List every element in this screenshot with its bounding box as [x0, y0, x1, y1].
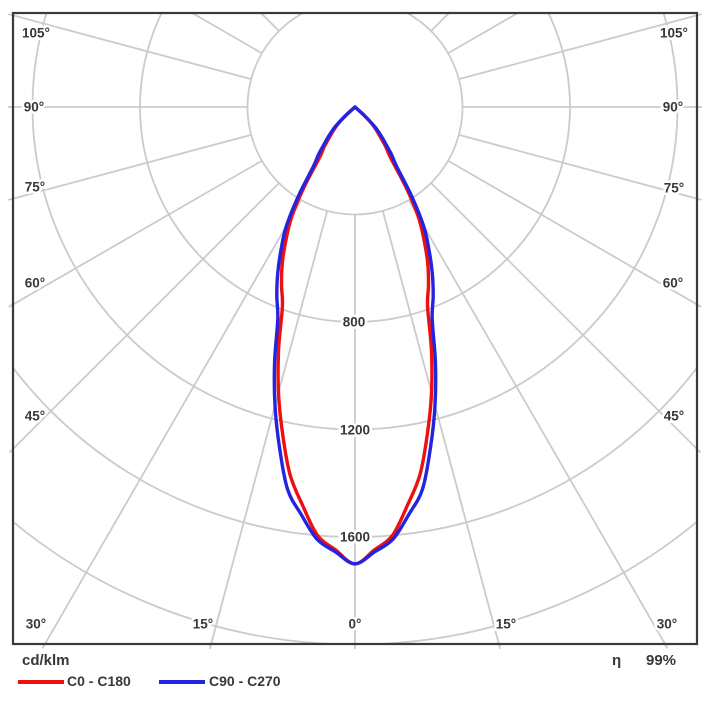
legend-label-c90-c270: C90 - C270 — [209, 673, 281, 689]
plot-border — [11, 11, 699, 646]
eta-symbol: η — [612, 652, 622, 669]
radial-line-60 — [447, 159, 697, 306]
angle-label: 30° — [26, 617, 46, 632]
angle-label: 75° — [25, 180, 45, 195]
angle-label: 60° — [663, 276, 683, 291]
radial-line-15 — [210, 210, 329, 644]
radial-line-105 — [13, 14, 252, 81]
polar-chart: 105° 90° 75° 60° 45° 105° 90° 75° 60° 45° 30° 15° 0°… — [7, 11, 703, 650]
legend-label-c0-c180: C0 - C180 — [67, 673, 131, 689]
curves — [272, 105, 438, 566]
radial-line-45 — [13, 182, 280, 450]
units-label: cd/klm — [22, 652, 70, 669]
angle-label: 45° — [664, 409, 684, 424]
legend-line-c90-c270 — [159, 680, 205, 684]
radial-value-label: 1200 — [340, 423, 370, 438]
radial-line-135 — [260, 13, 280, 32]
radial-line-135 — [430, 13, 450, 32]
angle-label: 105° — [22, 26, 50, 41]
angle-label: 15° — [496, 617, 516, 632]
radial-line-30 — [44, 199, 303, 644]
grid-circle-1600 — [13, 365, 697, 538]
angle-label: 90° — [663, 100, 683, 115]
radial-value-label: 800 — [343, 315, 366, 330]
radial-line-120 — [447, 13, 519, 55]
radial-line-75 — [13, 133, 252, 200]
polar-grid — [13, 13, 697, 644]
angle-label: 75° — [664, 181, 684, 196]
radial-line-45 — [430, 182, 697, 450]
angle-label: 0° — [349, 617, 362, 632]
eta-value: 99% — [646, 652, 677, 669]
radial-value-label: 1600 — [340, 530, 370, 545]
radial-line-15 — [381, 210, 500, 644]
angle-label: 30° — [657, 617, 677, 632]
angle-label: 60° — [25, 276, 45, 291]
labels: 105° 90° 75° 60° 45° 105° 90° 75° 60° 45° 30° 15° 0°… — [20, 23, 691, 634]
curve-c90-c270 — [272, 105, 438, 566]
radial-line-60 — [13, 159, 263, 306]
angle-label: 15° — [193, 617, 213, 632]
angle-label: 105° — [660, 26, 688, 41]
radial-line-75 — [458, 133, 697, 200]
angle-label: 45° — [25, 409, 45, 424]
radial-line-105 — [458, 14, 697, 81]
radial-line-30 — [407, 199, 666, 644]
angle-label: 90° — [24, 100, 44, 115]
legend-line-c0-c180 — [18, 680, 64, 684]
radial-line-120 — [191, 13, 263, 55]
